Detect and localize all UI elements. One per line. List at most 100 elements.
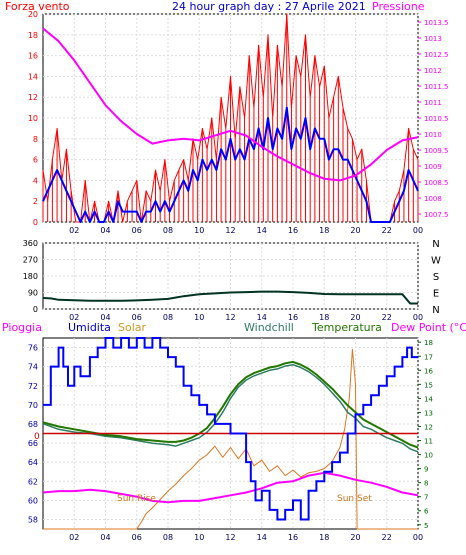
legend-temperature: Temperatura — [311, 321, 382, 334]
y-tick-label: 58 — [28, 515, 38, 524]
legend-humidity: Umidita — [68, 321, 111, 334]
direction-time-axis: 02 04 06 08 10 12 14 16 18 20 22 00 — [69, 313, 423, 322]
y2-tick-label: 1011 — [424, 99, 442, 107]
legend-windchill: Windchill — [244, 321, 294, 334]
humidity-axis: 58 60 62 64 66 68 70 72 74 76 — [28, 344, 38, 525]
x-tick-label: 18 — [319, 533, 329, 542]
y2-tick-label: 15 — [424, 381, 433, 389]
y-tick-label: 360 — [23, 239, 38, 248]
x-tick-label: 20 — [350, 313, 360, 322]
solar-line — [43, 348, 418, 530]
rain-zero-label: 0 — [34, 432, 40, 442]
y-tick-label: 64 — [28, 458, 38, 467]
x-tick-label: 16 — [288, 313, 298, 322]
y-tick-label: 14 — [28, 72, 38, 81]
legend-solar: Solar — [118, 321, 147, 334]
y2-tick-label: 1010 — [424, 131, 442, 139]
compass-label: E — [433, 289, 439, 300]
sunrise-annotation: Sun Rise — [117, 494, 156, 504]
y2-tick-label: 1012 — [424, 67, 442, 75]
x-tick-label: 16 — [288, 533, 298, 542]
y2-tick-label: 9 — [424, 466, 428, 474]
x-tick-label: 08 — [163, 313, 173, 322]
y-tick-label: 16 — [28, 52, 38, 61]
x-tick-label: 06 — [132, 313, 142, 322]
temperature-axis: 5 6 7 8 9 10 11 12 13 14 15 16 17 18 — [418, 339, 433, 530]
y2-tick-label: 1009 — [424, 163, 442, 171]
y2-tick-label: 1008 — [424, 195, 442, 203]
y-tick-label: 10 — [28, 114, 38, 123]
x-tick-label: 02 — [69, 313, 79, 322]
weather-series — [42, 337, 419, 530]
pressure-line — [42, 27, 419, 182]
x-tick-label: 04 — [100, 226, 110, 235]
humidity-line — [43, 337, 418, 521]
x-tick-label: 14 — [257, 313, 267, 322]
x-tick-label: 10 — [194, 226, 204, 235]
y2-tick-label: 1011.5 — [424, 83, 449, 91]
y-tick-label: 66 — [28, 439, 38, 448]
x-tick-label: 00 — [413, 226, 423, 235]
x-tick-label: 10 — [194, 313, 204, 322]
wind-speed-label: Forza vento — [5, 0, 70, 13]
y2-tick-label: 16 — [424, 367, 433, 375]
y2-tick-label: 1012.5 — [424, 51, 449, 59]
x-tick-label: 14 — [257, 226, 267, 235]
y2-tick-label: 6 — [424, 508, 429, 516]
legend-rain: Pioggia — [2, 321, 42, 334]
y2-tick-label: 8 — [424, 480, 428, 488]
temperature-line — [42, 360, 419, 449]
x-tick-label: 02 — [69, 533, 79, 542]
y-tick-label: 4 — [33, 176, 38, 185]
y-tick-label: 270 — [23, 256, 38, 265]
y2-tick-label: 1010.5 — [424, 115, 449, 123]
x-tick-label: 16 — [288, 226, 298, 235]
direction-grid — [43, 242, 419, 310]
x-tick-label: 12 — [225, 226, 235, 235]
y-tick-label: 72 — [28, 382, 38, 391]
y-tick-label: 0 — [33, 218, 38, 227]
compass-label: N — [432, 305, 439, 316]
x-tick-label: 20 — [350, 533, 360, 542]
x-tick-label: 18 — [319, 313, 329, 322]
dewpoint-line — [42, 471, 419, 504]
y-tick-label: 70 — [28, 401, 38, 410]
y2-tick-label: 5 — [424, 522, 428, 530]
y2-tick-label: 11 — [424, 438, 433, 446]
y-tick-label: 8 — [33, 135, 38, 144]
y2-tick-label: 13 — [424, 409, 433, 417]
y-tick-label: 68 — [28, 420, 38, 429]
x-tick-label: 00 — [413, 313, 423, 322]
x-tick-label: 10 — [194, 533, 204, 542]
x-tick-label: 20 — [350, 226, 360, 235]
gust-line — [42, 13, 419, 223]
x-tick-label: 14 — [257, 533, 267, 542]
wind-pressure-series — [42, 13, 419, 223]
x-tick-label: 22 — [382, 313, 392, 322]
x-tick-label: 04 — [100, 533, 110, 542]
y-tick-label: 60 — [28, 496, 38, 505]
y-tick-label: 62 — [28, 477, 38, 486]
legend-dewpoint: Dew Point (°C) — [391, 321, 466, 334]
x-tick-label: 12 — [225, 533, 235, 542]
x-tick-label: 08 — [163, 533, 173, 542]
y-tick-label: 2 — [33, 197, 38, 206]
x-tick-label: 06 — [132, 226, 142, 235]
x-tick-label: 04 — [100, 313, 110, 322]
y-tick-label: 90 — [28, 289, 38, 298]
x-tick-label: 22 — [382, 226, 392, 235]
direction-line — [42, 290, 418, 305]
y-tick-label: 12 — [28, 93, 38, 102]
compass-label: W — [431, 256, 441, 267]
y2-tick-label: 12 — [424, 423, 433, 431]
pressure-axis: 1007.5 1008 1008.5 1009 1009.5 1010 1010.5 1011… — [418, 19, 449, 219]
y2-tick-label: 17 — [424, 353, 433, 361]
x-tick-label: 08 — [163, 226, 173, 235]
y-tick-label: 74 — [28, 363, 38, 372]
y2-tick-label: 1009.5 — [424, 147, 449, 155]
compass-label: N — [432, 239, 439, 250]
y-tick-label: 20 — [28, 10, 38, 19]
direction-series — [42, 290, 418, 305]
y-tick-label: 18 — [28, 31, 38, 40]
